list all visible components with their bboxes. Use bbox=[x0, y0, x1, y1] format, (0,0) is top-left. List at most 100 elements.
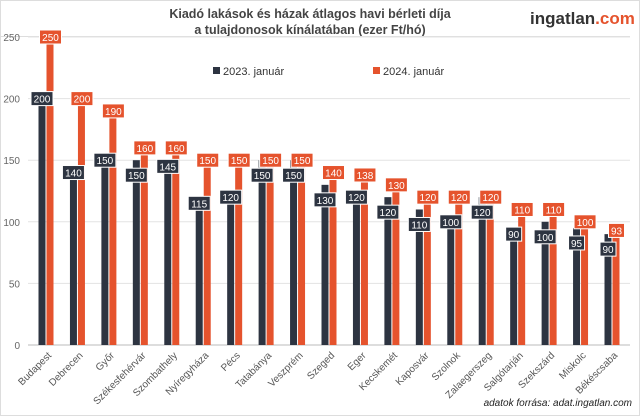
y-tick-label: 200 bbox=[3, 95, 20, 106]
bar bbox=[581, 221, 589, 345]
bar bbox=[415, 209, 423, 345]
data-label: 160 bbox=[136, 144, 153, 155]
y-tick-label: 50 bbox=[9, 279, 21, 290]
data-label: 120 bbox=[419, 193, 436, 204]
bar bbox=[298, 160, 306, 345]
bar bbox=[423, 197, 431, 345]
title-line-2: a tulajdonosok kínálatában (ezer Ft/hó) bbox=[194, 23, 426, 37]
data-label: 140 bbox=[65, 169, 82, 180]
data-label: 150 bbox=[97, 156, 114, 167]
data-label-box bbox=[70, 91, 94, 107]
data-label: 95 bbox=[571, 239, 583, 250]
data-label-box bbox=[376, 204, 400, 220]
title-line-1: Kiadó lakások és házak átlagos havi bérl… bbox=[169, 7, 451, 21]
bar bbox=[140, 147, 148, 345]
x-tick-label: Pécs bbox=[219, 350, 243, 374]
data-label: 150 bbox=[285, 171, 302, 182]
bar bbox=[329, 172, 337, 345]
data-label: 150 bbox=[254, 171, 271, 182]
legend-swatch bbox=[213, 67, 220, 74]
bar bbox=[447, 221, 455, 345]
data-label-box bbox=[479, 189, 503, 205]
bar bbox=[132, 160, 140, 345]
source-note: adatok forrása: adat.ingatlan.com bbox=[483, 398, 632, 409]
data-label-box bbox=[313, 192, 337, 208]
data-label: 150 bbox=[262, 156, 279, 167]
data-label-box bbox=[93, 152, 117, 168]
data-label: 140 bbox=[325, 169, 342, 180]
data-label: 160 bbox=[168, 144, 185, 155]
bar bbox=[321, 184, 329, 345]
data-label-box bbox=[219, 189, 243, 205]
data-label: 120 bbox=[348, 193, 365, 204]
chart-title: Kiadó lakások és házak átlagos havi bérl… bbox=[150, 6, 470, 38]
bar bbox=[109, 110, 117, 345]
data-label: 93 bbox=[611, 226, 623, 237]
data-label: 150 bbox=[128, 171, 145, 182]
data-label: 200 bbox=[74, 95, 91, 106]
data-label: 190 bbox=[105, 107, 122, 118]
data-label: 110 bbox=[411, 220, 427, 231]
bar bbox=[227, 197, 235, 345]
data-label-box bbox=[133, 140, 157, 156]
logo-suffix: .com bbox=[595, 9, 635, 28]
data-label: 120 bbox=[482, 193, 499, 204]
data-label-box bbox=[61, 165, 85, 181]
data-label-box bbox=[447, 189, 471, 205]
y-tick-label: 100 bbox=[3, 218, 20, 229]
data-label-box bbox=[227, 152, 251, 168]
data-label-box bbox=[542, 201, 566, 217]
data-label-box bbox=[573, 214, 597, 230]
data-label-box bbox=[164, 140, 188, 156]
bar bbox=[392, 184, 400, 345]
data-label: 150 bbox=[294, 156, 311, 167]
data-label-box bbox=[407, 216, 431, 232]
x-tick-label: Miskolc bbox=[557, 350, 588, 381]
legend-label: 2024. január bbox=[383, 66, 444, 78]
bar bbox=[69, 172, 77, 345]
x-tick-label: Győr bbox=[94, 350, 118, 374]
x-tick-label: Szeged bbox=[305, 350, 337, 382]
bar bbox=[573, 227, 581, 345]
bar bbox=[46, 37, 54, 345]
bar bbox=[172, 147, 180, 345]
data-label-box bbox=[439, 214, 463, 230]
bar bbox=[258, 160, 266, 345]
data-label: 138 bbox=[357, 171, 374, 182]
bar bbox=[164, 166, 172, 345]
data-label: 120 bbox=[222, 193, 239, 204]
data-label: 150 bbox=[199, 156, 216, 167]
x-tick-label: Eger bbox=[346, 350, 369, 373]
y-tick-label: 0 bbox=[14, 341, 20, 352]
bar bbox=[486, 197, 494, 345]
data-label-box bbox=[510, 201, 534, 217]
data-label-box bbox=[124, 167, 148, 183]
bar bbox=[384, 197, 392, 345]
data-label: 90 bbox=[508, 230, 520, 241]
bar bbox=[101, 160, 109, 345]
data-label: 200 bbox=[34, 95, 51, 106]
bar bbox=[77, 98, 85, 345]
y-tick-label: 250 bbox=[3, 33, 20, 44]
bar bbox=[38, 98, 46, 345]
data-label-box bbox=[156, 158, 180, 174]
bar bbox=[455, 197, 463, 345]
data-label: 130 bbox=[317, 196, 334, 207]
bar bbox=[612, 230, 620, 345]
logo: ingatlan.com bbox=[530, 9, 635, 29]
data-label-box bbox=[353, 167, 377, 183]
data-label-box bbox=[470, 204, 494, 220]
bar bbox=[360, 174, 368, 345]
bar bbox=[604, 234, 612, 345]
data-label-box bbox=[505, 226, 523, 242]
bar bbox=[541, 221, 549, 345]
data-label: 120 bbox=[474, 208, 491, 219]
bar bbox=[266, 160, 274, 345]
data-label-box bbox=[344, 189, 368, 205]
bar bbox=[352, 197, 360, 345]
x-tick-label: Kaposvár bbox=[394, 350, 432, 388]
data-label-box bbox=[39, 29, 62, 45]
data-label: 120 bbox=[451, 193, 468, 204]
